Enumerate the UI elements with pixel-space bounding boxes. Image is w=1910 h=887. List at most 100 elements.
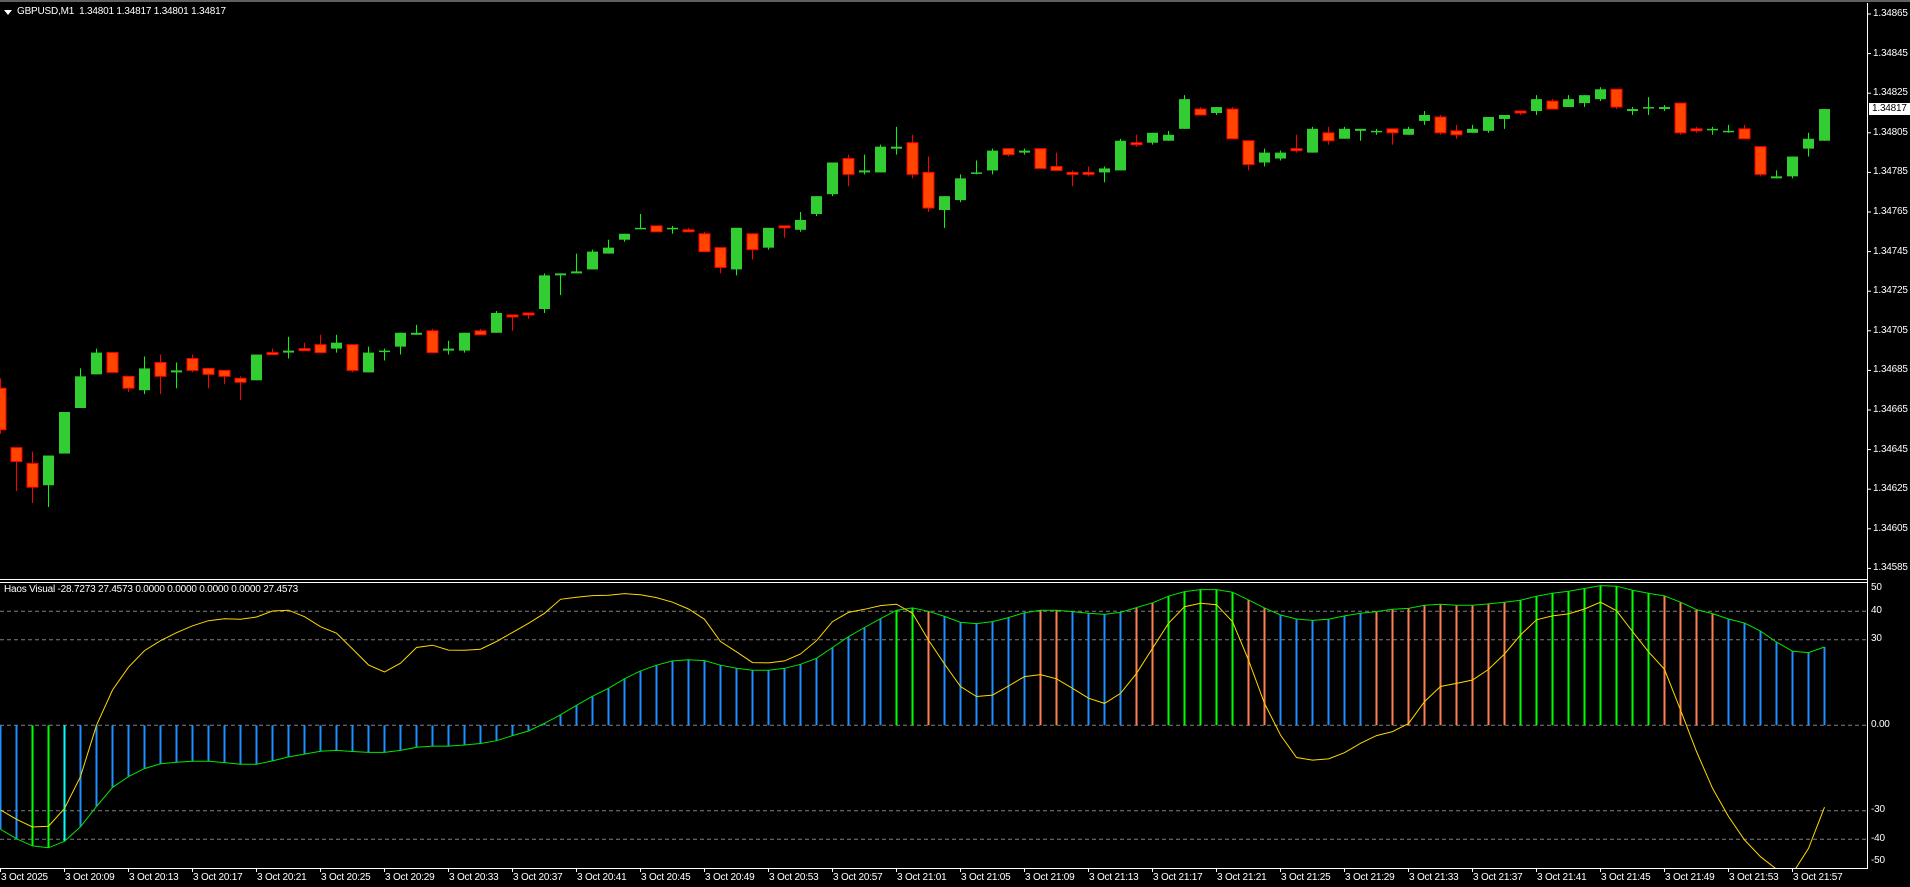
candle [474, 328, 487, 336]
time-axis-label: 3 Oct 21:09 [1025, 872, 1075, 883]
candle [1002, 148, 1015, 157]
price-axis-label: 1.34785 [1873, 166, 1908, 178]
bull-candle-body [1099, 168, 1110, 173]
bull-candle-body [1115, 140, 1126, 171]
bull-candle-body [795, 219, 806, 230]
bear-candle-body [1690, 128, 1703, 132]
bear-candle-body [298, 348, 311, 352]
candle [1659, 105, 1670, 112]
bear-candle-body [1242, 140, 1255, 165]
candle [139, 356, 150, 395]
bull-candle-body [891, 146, 902, 149]
time-axis-label: 3 Oct 20:29 [385, 872, 435, 883]
indicator-histogram [0, 585, 1826, 848]
price-axis-label: 1.34685 [1873, 364, 1908, 376]
bear-candle-body [1066, 171, 1079, 175]
price-axis-label: 1.34865 [1873, 8, 1908, 19]
candle [346, 344, 359, 373]
axis-ticks [0, 13, 1871, 872]
indicator-lines [0, 585, 1825, 868]
candle [1339, 126, 1350, 139]
candle [619, 233, 630, 242]
bull-candle-body [1787, 156, 1798, 177]
candle [218, 369, 231, 385]
bear-candle-body [1386, 128, 1399, 134]
bull-candle-body [1723, 130, 1734, 133]
bull-candle-body [1531, 99, 1542, 112]
candle [731, 227, 742, 276]
bull-candle-body [587, 251, 598, 270]
time-axis-label: 3 Oct 21:05 [961, 872, 1011, 883]
candle [682, 227, 695, 233]
bull-candle-body [43, 455, 54, 486]
price-axis-label: 1.34845 [1873, 47, 1908, 59]
candle [106, 352, 119, 373]
candle [939, 196, 950, 228]
bull-candle-body [955, 178, 966, 201]
bull-candle-body [1275, 152, 1286, 159]
bull-candle-body [1403, 128, 1414, 135]
bear-candle-body [10, 447, 23, 462]
bear-candle-body [186, 358, 199, 371]
candle [1290, 134, 1303, 153]
bear-candle-body [106, 352, 119, 373]
candle [1194, 107, 1207, 116]
bull-candle-body [811, 196, 822, 214]
candle [635, 213, 646, 230]
bull-candle-body [1627, 109, 1638, 112]
time-axis-label: 3 Oct 20:53 [769, 872, 819, 883]
indicator-levels [0, 610, 1867, 840]
bull-candle-body [1371, 130, 1382, 133]
bull-candle-body [491, 312, 502, 333]
time-axis-label: 3 Oct 20:41 [577, 872, 627, 883]
candle [1531, 95, 1542, 115]
price-axis-label: 1.34645 [1873, 443, 1908, 455]
ohlc-readout: 1.34801 1.34817 1.34801 1.34817 [79, 6, 226, 17]
candle [1403, 126, 1414, 135]
price-axis-label: 1.34745 [1873, 245, 1908, 257]
indicator-axis-label: 30 [1871, 633, 1882, 644]
bull-candle-body [1771, 176, 1782, 179]
bull-candle-body [59, 411, 70, 454]
yellow-line [0, 593, 1825, 868]
price-axis-label: 1.34625 [1873, 483, 1908, 495]
candle [1803, 132, 1814, 157]
bear-candle-body [1514, 110, 1527, 114]
bear-candle-body [906, 142, 919, 175]
triangle-down-icon[interactable] [4, 9, 12, 15]
bear-candle-body [218, 369, 231, 377]
candle [891, 126, 902, 155]
candle [10, 447, 23, 492]
bull-candle-body [1179, 99, 1190, 129]
bull-candle-body [139, 368, 150, 391]
bear-candle-body [1450, 130, 1463, 136]
candles [0, 87, 1830, 508]
candle [1371, 128, 1382, 135]
time-axis-label: 3 Oct 20:13 [129, 872, 179, 883]
candle [842, 154, 855, 187]
candle [827, 162, 838, 197]
current-price-label: 1.34817 [1869, 103, 1910, 115]
time-axis-label: 3 Oct 21:21 [1217, 872, 1267, 883]
bull-candle-body [1147, 132, 1158, 143]
time-axis-label: 3 Oct 21:53 [1729, 872, 1779, 883]
indicator-header: Haos Visual -28.7273 27.4573 0.0000 0.00… [4, 584, 298, 595]
candle [1819, 109, 1830, 141]
price-axis-label: 1.34765 [1873, 206, 1908, 217]
bull-candle-body [411, 332, 422, 335]
bear-candle-body [0, 387, 7, 431]
bull-candle-body [1019, 150, 1030, 153]
candle [1386, 128, 1399, 145]
bull-candle-body [1419, 114, 1430, 121]
candle [1034, 148, 1047, 169]
time-axis-label: 3 Oct 21:25 [1281, 872, 1331, 883]
candle [571, 253, 582, 274]
time-axis-label: 3 Oct 20:25 [321, 872, 371, 883]
candle [1066, 170, 1079, 187]
bull-candle-body [1803, 138, 1814, 149]
candle [1450, 124, 1463, 139]
bear-candle-body [1034, 148, 1047, 169]
bull-candle-body [1499, 114, 1510, 119]
bear-candle-body [522, 312, 535, 316]
